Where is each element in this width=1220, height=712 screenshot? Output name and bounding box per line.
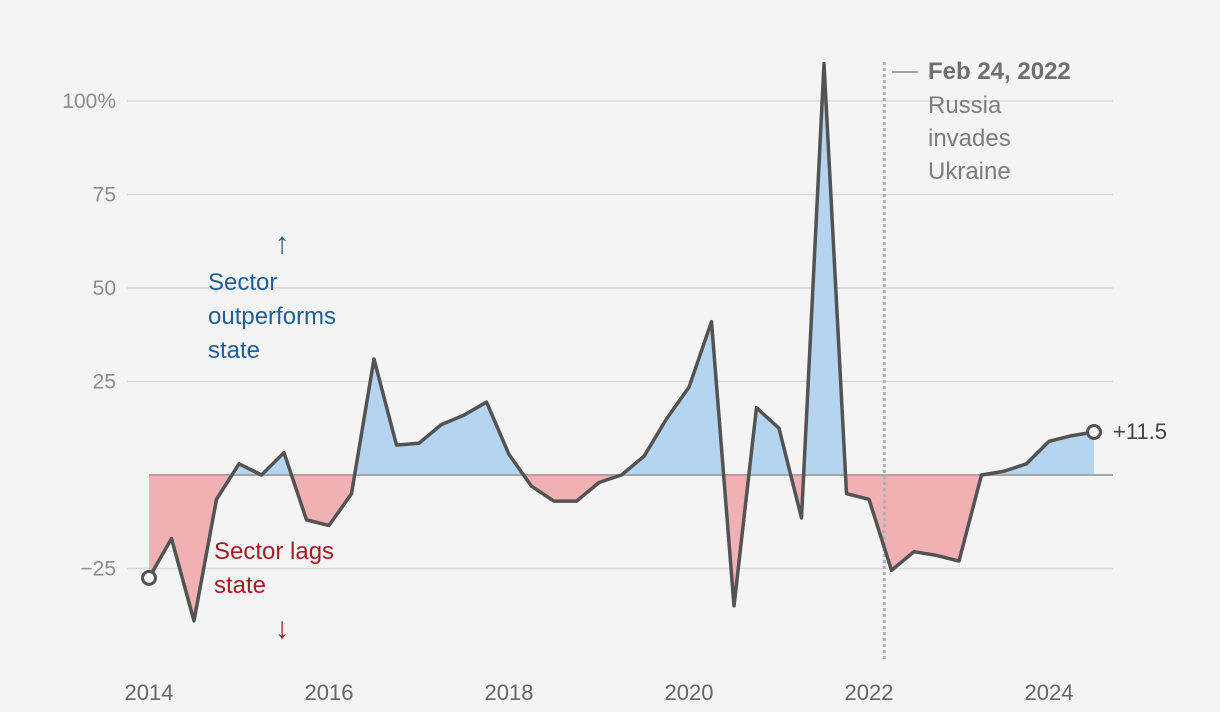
y-tick-label: 25	[93, 371, 116, 394]
event-text: Ukraine	[928, 158, 1011, 185]
y-tick-label: −25	[80, 558, 116, 581]
x-tick-label: 2016	[305, 680, 354, 705]
x-axis: 2014 2016 2018 2020 2022 2024	[125, 680, 1074, 705]
event-annotation: Feb 24, 2022 Russia invades Ukraine	[882, 58, 1071, 662]
up-arrow: ↑	[275, 227, 290, 260]
negative-area	[149, 475, 982, 621]
x-tick-label: 2020	[665, 680, 714, 705]
outperform-label: Sector	[208, 269, 277, 296]
outperform-label: state	[208, 337, 260, 364]
gridlines	[127, 100, 1113, 570]
end-point	[1086, 423, 1102, 440]
y-axis: 100% 75 50 25 −25	[62, 90, 116, 581]
lag-label: state	[214, 572, 266, 599]
series-line-group: +11.5	[141, 61, 1167, 623]
y-tick-label: 100%	[62, 90, 116, 113]
lag-label: Sector lags	[214, 538, 334, 565]
x-tick-label: 2022	[845, 680, 894, 705]
area-fills	[149, 63, 1095, 621]
down-arrow: ↓	[275, 612, 290, 645]
start-point	[141, 569, 157, 586]
x-tick-label: 2018	[485, 680, 534, 705]
event-date: Feb 24, 2022	[928, 58, 1071, 85]
region-labels: ↑ Sector outperforms state Sector lags state ↓	[208, 227, 336, 645]
event-text: invades	[928, 125, 1011, 152]
x-tick-label: 2014	[125, 680, 174, 705]
series-line	[147, 61, 1095, 623]
y-tick-label: 75	[93, 184, 116, 207]
end-value-label: +11.5	[1113, 419, 1167, 444]
x-tick-label: 2024	[1025, 680, 1074, 705]
y-tick-label: 50	[93, 277, 116, 300]
event-text: Russia	[928, 92, 1002, 119]
outperform-label: outperforms	[208, 303, 336, 330]
